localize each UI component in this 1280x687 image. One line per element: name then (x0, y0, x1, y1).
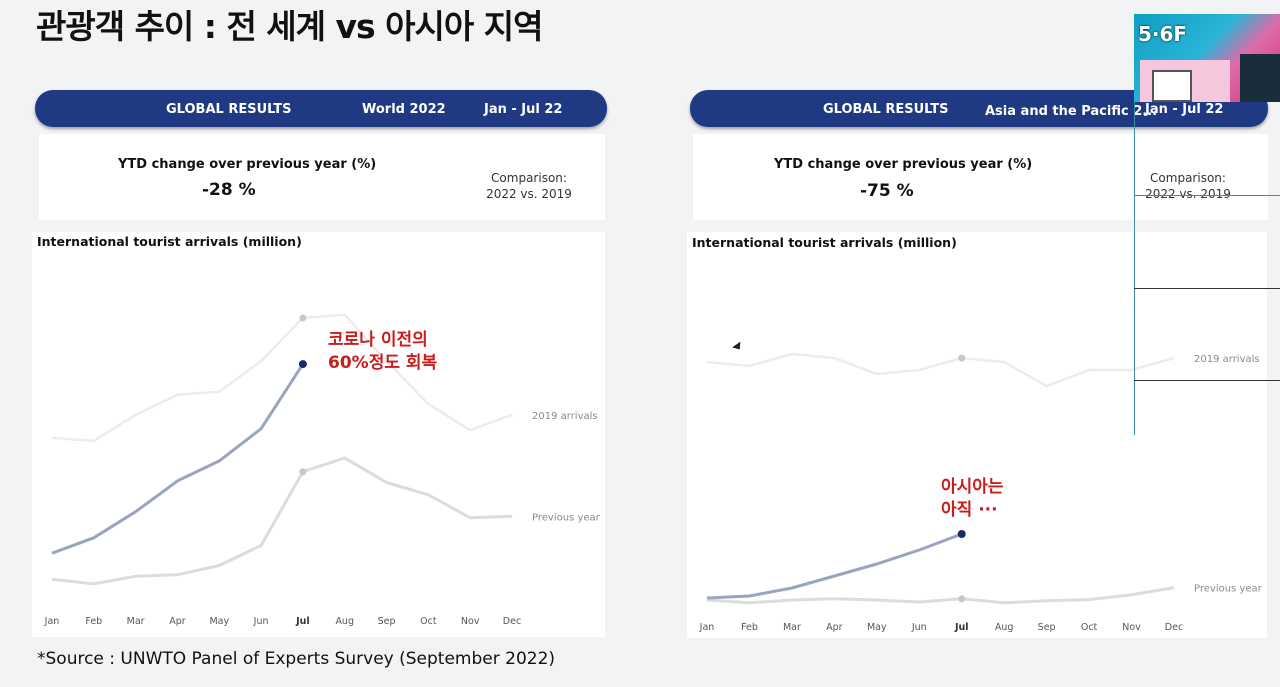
world-x-tick-apr: Apr (169, 616, 186, 627)
world-series-2022-line (51, 363, 305, 555)
world-chart-title: International tourist arrivals (million) (37, 234, 302, 249)
world-x-tick-jan: Jan (44, 616, 60, 627)
asia-chart-card: International tourist arrivals (million)… (687, 232, 1267, 638)
asia-x-tick-mar: Mar (783, 622, 801, 633)
slide-title: 관광객 추이 : 전 세계 vs 아시아 지역 (36, 7, 543, 46)
overlay-line-3 (1134, 380, 1280, 381)
asia-x-tick-sep: Sep (1038, 622, 1056, 633)
world-comparison: Comparison: 2022 vs. 2019 (479, 170, 579, 202)
asia-header-right: Jan - Jul 22 (1145, 102, 1224, 117)
asia-x-tick-jul: Jul (954, 622, 969, 633)
world-annotation: 코로나 이전의 60%정도 회복 (328, 329, 437, 375)
world-series-2019-arrivals-line (51, 313, 513, 443)
asia-x-tick-apr: Apr (826, 622, 843, 633)
world-header-left: GLOBAL RESULTS (166, 102, 292, 117)
asia-series-2019-arrivals-line (706, 352, 1175, 388)
world-series-previous-year-jul-point (299, 468, 307, 476)
asia-comparison: Comparison: 2022 vs. 2019 (1138, 170, 1238, 202)
world-x-tick-oct: Oct (420, 616, 437, 627)
asia-ytd-label: YTD change over previous year (%) (774, 157, 1033, 172)
asia-comparison-line1: Comparison: (1150, 171, 1226, 185)
asia-chart-svg: 2019 arrivals Previous year Jan Feb Mar Apr Ma… (699, 352, 1263, 633)
world-series-previous-year-label: Previous year (532, 512, 601, 523)
asia-annotation: 아시아는 아직 ··· (941, 476, 1004, 522)
asia-x-tick-may: May (867, 622, 887, 633)
asia-x-tick-aug: Aug (995, 622, 1014, 633)
asia-x-tick-dec: Dec (1165, 622, 1183, 633)
asia-header-middle: Asia and the Pacific 2... (985, 104, 1158, 119)
world-series-2019-arrivals-label: 2019 arrivals (532, 411, 598, 422)
asia-x-tick-oct: Oct (1081, 622, 1098, 633)
asia-series-previous-year-jul-point (958, 595, 966, 603)
asia-annotation-line2: 아직 ··· (941, 500, 998, 520)
asia-series-previous-year-label: Previous year (1194, 584, 1263, 595)
world-comparison-line1: Comparison: (491, 171, 567, 185)
asia-series-2019-arrivals-label: 2019 arrivals (1194, 354, 1260, 365)
asia-x-tick-jan: Jan (699, 622, 715, 633)
world-chart-card: International tourist arrivals (million)… (32, 232, 605, 637)
video-dark-area (1240, 54, 1280, 102)
world-header-right: Jan - Jul 22 (484, 102, 563, 117)
world-x-tick-feb: Feb (85, 616, 102, 627)
video-overlay: 5·6F (1134, 14, 1280, 102)
world-ytd-value: -28 % (202, 180, 256, 200)
asia-ytd-card: YTD change over previous year (%) -75 % … (693, 134, 1268, 220)
world-x-tick-nov: Nov (461, 616, 480, 627)
world-header-bar: GLOBAL RESULTS World 2022 Jan - Jul 22 (35, 90, 607, 127)
asia-series-previous-year-line (706, 586, 1175, 605)
world-x-tick-jun: Jun (253, 616, 269, 627)
world-series-previous-year-line (51, 456, 513, 586)
world-series-2019-arrivals-jul-point (299, 314, 307, 322)
world-x-tick-jul: Jul (295, 616, 310, 627)
video-sign: 5·6F (1138, 22, 1188, 46)
asia-series-2022-line (706, 532, 963, 600)
asia-series-2022-jul-point (957, 530, 966, 538)
world-x-tick-sep: Sep (378, 616, 396, 627)
asia-comparison-line2: 2022 vs. 2019 (1145, 187, 1231, 201)
world-x-tick-dec: Dec (503, 616, 521, 627)
overlay-line-2 (1134, 288, 1280, 289)
world-ytd-label: YTD change over previous year (%) (118, 157, 377, 172)
asia-x-tick-feb: Feb (741, 622, 758, 633)
asia-x-tick-nov: Nov (1122, 622, 1141, 633)
source-note: *Source : UNWTO Panel of Experts Survey … (37, 649, 556, 669)
world-series-2022-jul-point (298, 360, 307, 369)
asia-header-left: GLOBAL RESULTS (823, 102, 949, 117)
world-ytd-card: YTD change over previous year (%) -28 % … (39, 134, 605, 220)
overlay-vertical-line (1134, 102, 1135, 435)
asia-chart-title: International tourist arrivals (million) (692, 235, 957, 250)
world-annotation-line1: 코로나 이전의 (328, 330, 428, 350)
world-chart-svg: 2019 arrivals Previous year Jan Feb Mar Apr Ma… (44, 313, 601, 627)
world-header-middle: World 2022 (362, 102, 446, 117)
asia-annotation-line1: 아시아는 (941, 477, 1004, 497)
overlay-line-1 (1134, 195, 1280, 196)
asia-x-tick-jun: Jun (911, 622, 927, 633)
world-x-tick-mar: Mar (127, 616, 145, 627)
world-x-tick-aug: Aug (335, 616, 354, 627)
video-frame-shape (1152, 70, 1192, 102)
asia-ytd-value: -75 % (860, 181, 914, 201)
world-annotation-line2: 60%정도 회복 (328, 353, 438, 373)
asia-series-2019-arrivals-jul-point (958, 354, 966, 362)
asia-header-bar: GLOBAL RESULTS Asia and the Pacific 2...… (690, 90, 1268, 127)
world-comparison-line2: 2022 vs. 2019 (486, 187, 572, 201)
world-x-tick-may: May (209, 616, 229, 627)
